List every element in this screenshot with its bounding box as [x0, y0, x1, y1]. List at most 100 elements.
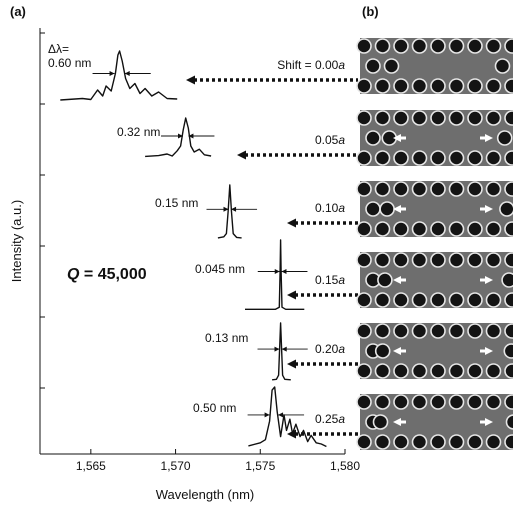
- panel-label-b: (b): [362, 4, 379, 19]
- air-hole: [374, 343, 391, 359]
- dotted-arrowhead: [287, 290, 296, 300]
- delta-lambda-label: Δλ=: [48, 42, 69, 56]
- shift-arrow-left: [393, 276, 401, 284]
- air-hole: [393, 363, 409, 379]
- shift-5: 0.25a: [287, 412, 358, 439]
- air-hole: [504, 38, 513, 54]
- air-hole: [504, 221, 513, 237]
- air-hole: [411, 363, 428, 379]
- shift-arrow-right: [485, 276, 493, 284]
- air-hole: [504, 292, 513, 308]
- air-hole: [393, 252, 409, 268]
- dotted-arrowhead: [287, 218, 296, 228]
- fwhm-right-arrowhead: [231, 206, 237, 212]
- air-hole: [504, 394, 513, 410]
- air-hole: [430, 78, 446, 94]
- dotted-arrowhead: [237, 150, 246, 160]
- fwhm-left-arrowhead: [274, 346, 280, 352]
- air-hole: [467, 221, 483, 237]
- air-hole: [411, 323, 428, 339]
- air-hole: [448, 252, 465, 268]
- air-hole: [504, 252, 513, 268]
- shift-4: 0.20a: [287, 342, 358, 369]
- air-hole: [393, 292, 409, 308]
- y-axis-ticks: [40, 32, 45, 389]
- sem-row-0: [356, 38, 513, 94]
- sem-row-4: [356, 323, 513, 379]
- fwhm-left-arrowhead: [274, 269, 280, 274]
- air-hole: [467, 363, 483, 379]
- air-hole: [393, 323, 409, 339]
- air-hole: [448, 38, 465, 54]
- spectrum-line: [60, 50, 178, 101]
- air-hole: [393, 181, 409, 197]
- air-hole: [393, 150, 409, 166]
- shift-arrow-left: [393, 205, 401, 213]
- air-hole: [467, 323, 483, 339]
- air-hole: [485, 394, 502, 410]
- air-hole: [356, 323, 372, 339]
- fwhm-label: 0.60 nm: [48, 56, 91, 70]
- air-hole: [374, 292, 391, 308]
- shift-arrow-left-stem: [400, 207, 406, 211]
- shift-arrow-right: [485, 418, 493, 426]
- air-hole: [504, 181, 513, 197]
- air-hole: [356, 221, 372, 237]
- air-hole: [467, 252, 483, 268]
- air-hole: [411, 221, 428, 237]
- air-hole: [393, 110, 409, 126]
- air-hole: [485, 181, 502, 197]
- air-hole: [374, 38, 391, 54]
- air-hole: [430, 221, 446, 237]
- air-hole: [485, 78, 502, 94]
- fwhm-left-arrowhead: [109, 71, 115, 76]
- air-hole: [411, 78, 428, 94]
- shift-label: Shift = 0.00a: [277, 58, 345, 72]
- air-hole: [383, 58, 400, 74]
- air-hole: [356, 181, 372, 197]
- air-hole: [504, 110, 513, 126]
- shift-arrow-right-stem: [480, 349, 486, 353]
- air-hole: [411, 150, 428, 166]
- q-factor-label: Q = 45,000: [67, 266, 147, 283]
- air-hole: [467, 181, 483, 197]
- shift-arrow-left: [393, 347, 401, 355]
- air-hole: [430, 323, 446, 339]
- shift-arrow-right: [485, 347, 493, 355]
- shift-arrow-right: [485, 205, 493, 213]
- air-hole: [374, 110, 391, 126]
- y-axis-title: Intensity (a.u.): [9, 200, 24, 282]
- air-hole: [430, 394, 446, 410]
- air-hole: [503, 343, 513, 359]
- fwhm-right-arrowhead: [281, 346, 287, 352]
- air-hole: [430, 150, 446, 166]
- shift-arrow-left-stem: [400, 278, 406, 282]
- air-hole: [372, 414, 389, 430]
- dotted-arrowhead: [287, 429, 296, 439]
- air-hole: [485, 110, 502, 126]
- x-tick-label: 1,575: [245, 459, 275, 473]
- air-hole: [393, 78, 409, 94]
- fwhm-left-arrowhead: [178, 133, 184, 139]
- fwhm-right-arrowhead: [281, 269, 287, 274]
- shift-arrow-right-stem: [480, 207, 486, 211]
- air-hole: [467, 434, 483, 450]
- air-hole: [504, 434, 513, 450]
- air-hole: [356, 252, 372, 268]
- air-hole: [374, 363, 391, 379]
- air-hole: [365, 201, 381, 217]
- shift-annotations: Shift = 0.00a 0.05a 0.10a 0.15a 0.20a 0.25a: [186, 58, 358, 439]
- air-hole: [504, 323, 513, 339]
- shift-label: 0.25a: [315, 412, 345, 426]
- air-hole: [467, 150, 483, 166]
- shift-arrow-left: [393, 418, 401, 426]
- air-hole: [448, 181, 465, 197]
- shift-arrow-left: [393, 134, 401, 142]
- shift-3: 0.15a: [287, 273, 358, 300]
- spectrum-5: 0.50 nm: [193, 386, 327, 448]
- shift-label: 0.20a: [315, 342, 345, 356]
- air-hole: [448, 78, 465, 94]
- air-hole: [379, 201, 395, 217]
- shift-label: 0.10a: [315, 201, 345, 215]
